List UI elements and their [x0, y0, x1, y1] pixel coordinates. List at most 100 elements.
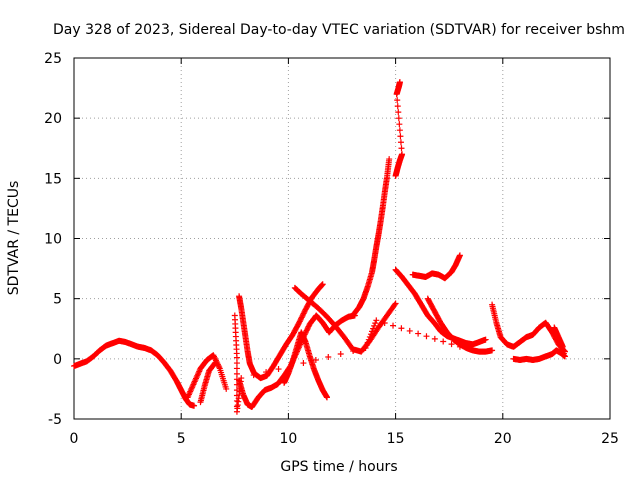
x-tick-label: 5 [177, 431, 186, 447]
data-point-marker [396, 121, 403, 128]
data-point-marker [395, 109, 402, 116]
series-tail-17-21 [424, 295, 496, 355]
data-point-marker [423, 333, 430, 340]
series-steep-rise-15 [349, 156, 393, 319]
data-point-marker [299, 311, 306, 318]
data-point-marker [372, 320, 379, 327]
data-point-marker [559, 343, 566, 350]
y-tick-label: 0 [53, 352, 62, 368]
data-point-marker [392, 300, 399, 307]
data-point-marker [312, 357, 319, 364]
data-point-marker [431, 335, 438, 342]
data-point-marker [366, 333, 373, 340]
data-point-marker [233, 376, 240, 383]
y-tick-label: -5 [48, 412, 62, 428]
y-tick-label: 5 [53, 292, 62, 308]
data-point-marker [397, 139, 404, 146]
data-point-marker [364, 339, 371, 346]
data-point-marker [212, 359, 219, 366]
data-point-marker [394, 97, 401, 104]
data-point-marker [300, 310, 307, 317]
data-point-marker [381, 319, 388, 326]
series-arc-5-7 [184, 352, 230, 401]
data-point-marker [396, 127, 403, 134]
data-point-marker [399, 151, 406, 158]
data-point-marker [363, 342, 370, 349]
data-point-marker [215, 362, 222, 369]
data-point-marker [561, 353, 568, 360]
data-point-marker [373, 317, 380, 324]
series-main-track [71, 337, 198, 409]
data-point-marker [386, 156, 393, 163]
y-tick-label: 25 [44, 51, 62, 67]
data-point-marker [233, 354, 240, 361]
series-loop-10-12 [281, 329, 330, 401]
data-point-marker [304, 324, 311, 331]
data-point-marker [398, 145, 405, 152]
data-point-marker [211, 360, 218, 367]
data-point-marker [300, 360, 307, 367]
data-point-marker [250, 372, 257, 379]
data-point-marker [301, 309, 308, 316]
data-point-marker [396, 79, 403, 86]
data-point-marker [263, 369, 270, 376]
x-tick-label: 20 [494, 431, 512, 447]
data-point-marker [448, 341, 455, 348]
data-point-marker [210, 352, 217, 359]
data-point-marker [233, 365, 240, 372]
data-point-marker [371, 322, 378, 329]
series-arc-6 [197, 359, 219, 406]
data-point-marker [406, 327, 413, 334]
x-axis-label: GPS time / hours [280, 459, 397, 475]
data-point-marker [287, 363, 294, 370]
series-rising-8 [236, 281, 326, 382]
data-point-marker [305, 323, 312, 330]
data-point-marker [323, 394, 330, 401]
axis-ticks: 0 5 10 15 20 25 -5 0 5 10 15 20 25 [44, 51, 619, 447]
series-sat-13-15 [291, 284, 399, 355]
y-tick-label: 10 [44, 232, 62, 248]
data-point-marker [482, 336, 489, 343]
data-point-marker [233, 360, 240, 367]
data-point-marker [350, 348, 357, 355]
data-point-marker [211, 354, 218, 361]
data-point-marker [296, 319, 303, 326]
data-point-marker [223, 385, 230, 392]
data-point-marker [489, 347, 496, 354]
data-point-marker [456, 252, 463, 259]
data-point-marker [440, 338, 447, 345]
data-series [71, 79, 568, 415]
data-point-marker [394, 103, 401, 110]
data-point-marker [398, 325, 405, 332]
data-point-marker [337, 351, 344, 358]
data-point-marker [211, 353, 218, 360]
data-point-marker [296, 318, 303, 325]
data-point-marker [233, 370, 240, 377]
data-point-marker [397, 133, 404, 140]
data-point-marker [390, 322, 397, 329]
data-point-marker [298, 315, 305, 322]
data-point-marker [325, 354, 332, 361]
data-point-marker [391, 301, 398, 308]
data-point-marker [216, 364, 223, 371]
data-point-marker [370, 325, 377, 332]
data-point-marker [365, 336, 372, 343]
data-point-marker [191, 402, 198, 409]
series-arc-8-12 [236, 312, 358, 410]
data-point-marker [297, 317, 304, 324]
y-tick-label: 15 [44, 171, 62, 187]
data-point-marker [299, 313, 306, 320]
series-isolated [231, 312, 463, 415]
y-tick-label: 20 [44, 111, 62, 127]
series-peak-15 [392, 79, 406, 179]
data-point-marker [415, 330, 422, 337]
data-point-marker [456, 343, 463, 350]
data-point-marker [303, 327, 310, 334]
data-point-marker [238, 375, 245, 382]
series-late-bump-18 [409, 252, 463, 282]
x-tick-label: 0 [70, 431, 79, 447]
data-point-marker [362, 345, 369, 352]
data-point-marker [304, 326, 311, 333]
chart-title: Day 328 of 2023, Sidereal Day-to-day VTE… [53, 22, 625, 38]
